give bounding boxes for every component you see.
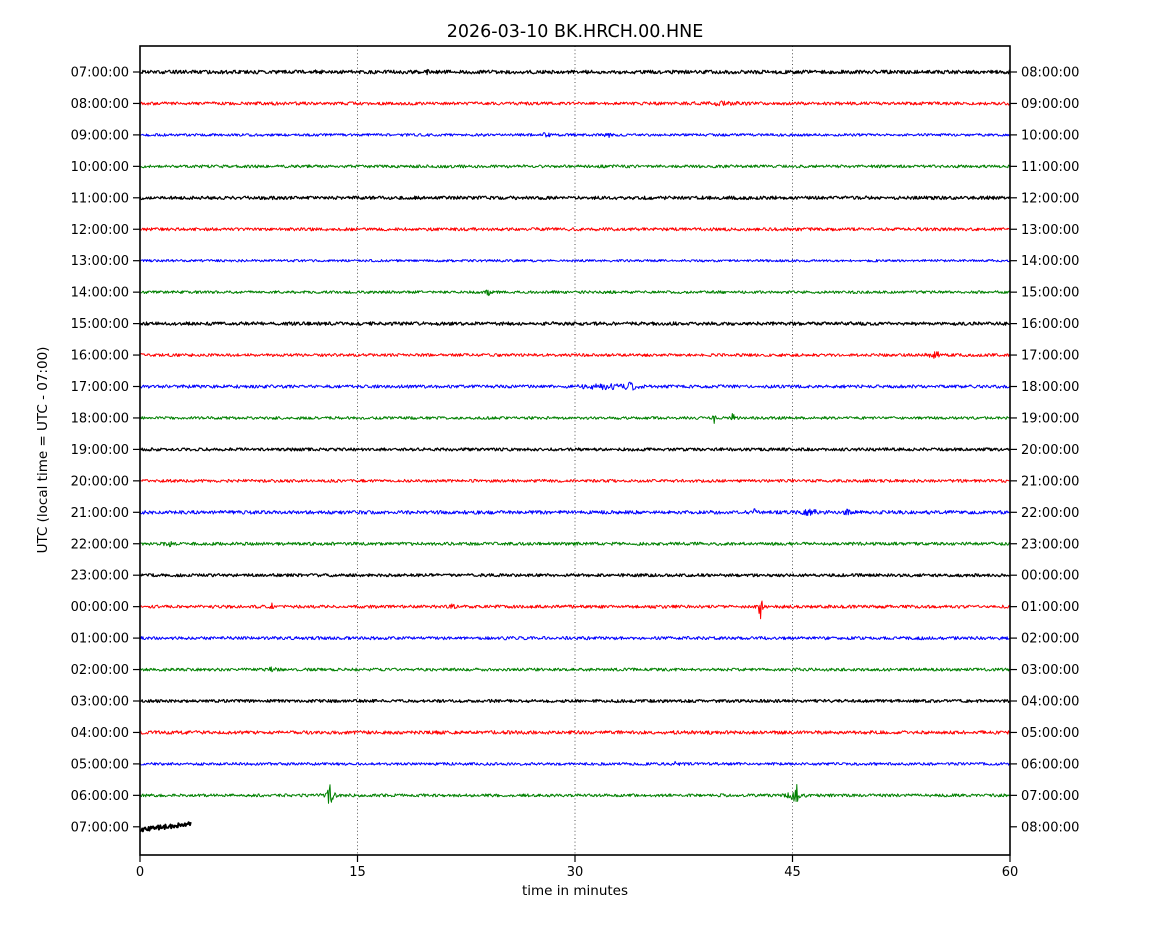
right-tick-label: 13:00:00 [1021, 223, 1079, 238]
page-title: 2026-03-10 BK.HRCH.00.HNE [447, 22, 704, 42]
left-tick-label: 18:00:00 [71, 411, 129, 426]
right-tick-label: 09:00:00 [1021, 97, 1079, 112]
trace-row-10:00:00 [139, 164, 1011, 169]
left-tick-label: 22:00:00 [71, 537, 129, 552]
left-tick-label: 15:00:00 [71, 317, 129, 332]
x-tick-label: 30 [567, 865, 584, 880]
left-tick-label: 07:00:00 [71, 820, 129, 835]
trace-row-05:00:00 [139, 760, 1011, 766]
trace-row-12:00:00 [139, 227, 1011, 232]
left-tick-label: 00:00:00 [71, 600, 129, 615]
left-tick-label: 16:00:00 [71, 349, 129, 364]
right-tick-label: 03:00:00 [1021, 663, 1079, 678]
trace-row-04:00:00 [139, 730, 1011, 735]
right-tick-label: 04:00:00 [1021, 695, 1079, 710]
trace-row-08:00:00 [139, 100, 1011, 107]
trace-row-18:00:00 [139, 413, 1011, 424]
left-tick-label: 20:00:00 [71, 474, 129, 489]
right-tick-label: 11:00:00 [1021, 160, 1079, 175]
left-tick-label: 04:00:00 [71, 726, 129, 741]
plot-area: 07:00:00 08:00:00 08:00:00 09:00:00 09:00:00… [71, 45, 1079, 880]
left-tick-label: 08:00:00 [71, 97, 129, 112]
left-tick-label: 17:00:00 [71, 380, 129, 395]
trace-row-21:00:00 [139, 508, 1011, 516]
right-tick-label: 10:00:00 [1021, 128, 1079, 143]
trace-row-09:00:00 [139, 132, 1011, 138]
trace-row-00:00:00 [139, 600, 1011, 620]
right-tick-label: 17:00:00 [1021, 349, 1079, 364]
trace-row-15:00:00 [139, 321, 1011, 326]
trace-row-02:00:00 [139, 666, 1011, 673]
right-tick-label: 15:00:00 [1021, 286, 1079, 301]
right-tick-label: 14:00:00 [1021, 254, 1079, 269]
trace-row-07:00:00 [139, 68, 1011, 76]
right-tick-label: 19:00:00 [1021, 411, 1079, 426]
left-tick-label: 06:00:00 [71, 789, 129, 804]
left-tick-label: 13:00:00 [71, 254, 129, 269]
right-tick-label: 23:00:00 [1021, 537, 1079, 552]
left-tick-label: 10:00:00 [71, 160, 129, 175]
right-tick-label: 05:00:00 [1021, 726, 1079, 741]
right-tick-label: 08:00:00 [1021, 820, 1079, 835]
x-axis-label: time in minutes [522, 883, 628, 899]
y-axis-label: UTC (local time = UTC - 07:00) [35, 347, 51, 554]
trace-row-23:00:00 [139, 573, 1011, 578]
trace-row-19:00:00 [139, 447, 1011, 452]
right-tick-label: 07:00:00 [1021, 789, 1079, 804]
trace-row-14:00:00 [139, 289, 1011, 297]
right-tick-label: 22:00:00 [1021, 506, 1079, 521]
trace-row-03:00:00 [140, 698, 1011, 704]
left-tick-label: 21:00:00 [71, 506, 129, 521]
x-tick-label: 15 [349, 865, 366, 880]
left-tick-label: 07:00:00 [71, 66, 129, 81]
left-tick-label: 14:00:00 [71, 286, 129, 301]
trace-row-06:00:00 [139, 784, 1011, 804]
right-tick-label: 02:00:00 [1021, 632, 1079, 647]
left-tick-label: 12:00:00 [71, 223, 129, 238]
right-tick-label: 00:00:00 [1021, 569, 1079, 584]
left-tick-label: 05:00:00 [71, 757, 129, 772]
x-tick-label: 60 [1002, 865, 1019, 880]
trace-row-16:00:00 [139, 351, 1011, 359]
left-tick-label: 09:00:00 [71, 128, 129, 143]
trace-row-01:00:00 [139, 636, 1010, 641]
right-tick-label: 12:00:00 [1021, 191, 1079, 206]
x-tick-label: 45 [784, 865, 801, 880]
trace-row-13:00:00 [139, 259, 1011, 263]
right-tick-label: 01:00:00 [1021, 600, 1079, 615]
right-tick-label: 08:00:00 [1021, 66, 1079, 81]
x-tick-label: 0 [136, 865, 144, 880]
trace-row-17:00:00 [139, 381, 1011, 391]
left-tick-label: 03:00:00 [71, 695, 129, 710]
right-tick-label: 16:00:00 [1021, 317, 1079, 332]
right-tick-label: 21:00:00 [1021, 474, 1079, 489]
trace-row-22:00:00 [139, 541, 1011, 548]
left-tick-label: 01:00:00 [71, 632, 129, 647]
right-tick-label: 06:00:00 [1021, 757, 1079, 772]
right-tick-label: 20:00:00 [1021, 443, 1079, 458]
right-tick-label: 18:00:00 [1021, 380, 1079, 395]
trace-row-11:00:00 [139, 195, 1011, 201]
trace-row-20:00:00 [139, 478, 1011, 483]
left-tick-label: 23:00:00 [71, 569, 129, 584]
left-tick-label: 02:00:00 [71, 663, 129, 678]
trace-row-07:00:00 [139, 821, 192, 833]
left-tick-label: 11:00:00 [71, 191, 129, 206]
left-tick-label: 19:00:00 [71, 443, 129, 458]
